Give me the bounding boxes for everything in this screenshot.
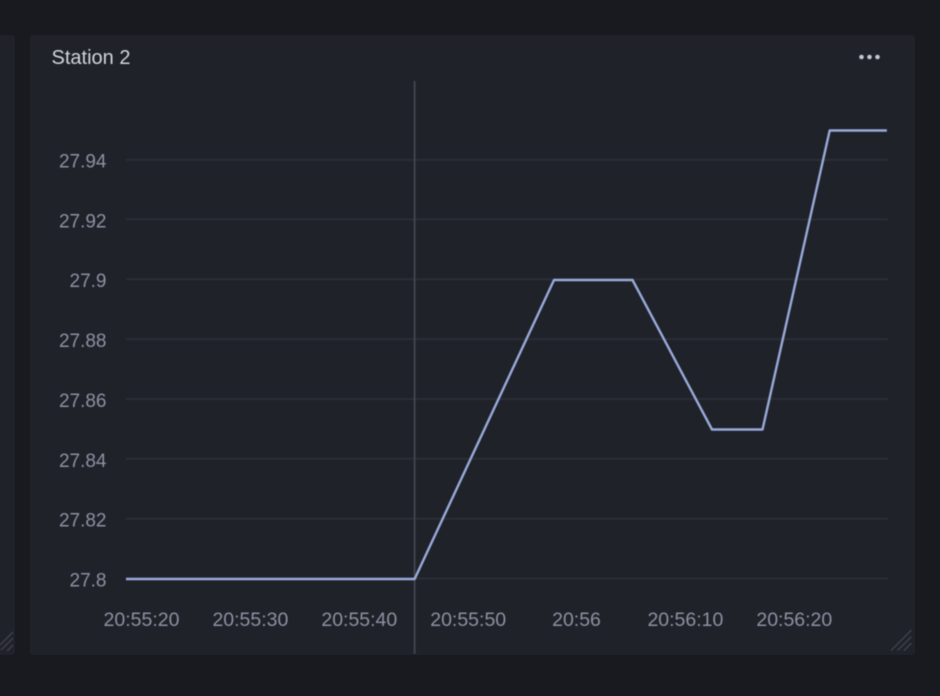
- svg-text:27.84: 27.84: [59, 451, 107, 472]
- svg-text:27.82: 27.82: [59, 511, 107, 532]
- svg-text:20:56: 20:56: [552, 609, 601, 631]
- svg-text:27.92: 27.92: [59, 211, 107, 232]
- svg-text:27.94: 27.94: [59, 152, 107, 173]
- svg-text:27.88: 27.88: [59, 331, 107, 352]
- svg-text:20:55:40: 20:55:40: [321, 609, 397, 631]
- svg-text:20:56:10: 20:56:10: [647, 609, 723, 631]
- svg-text:27.86: 27.86: [59, 391, 107, 412]
- svg-text:20:55:20: 20:55:20: [104, 609, 180, 631]
- svg-text:20:55:30: 20:55:30: [212, 609, 288, 631]
- svg-text:27.8: 27.8: [70, 571, 107, 592]
- svg-text:27.9: 27.9: [70, 271, 107, 292]
- svg-text:20:55:50: 20:55:50: [430, 609, 506, 631]
- svg-text:20:56:20: 20:56:20: [756, 609, 832, 631]
- svg-text:Station 2: Station 2: [52, 47, 131, 69]
